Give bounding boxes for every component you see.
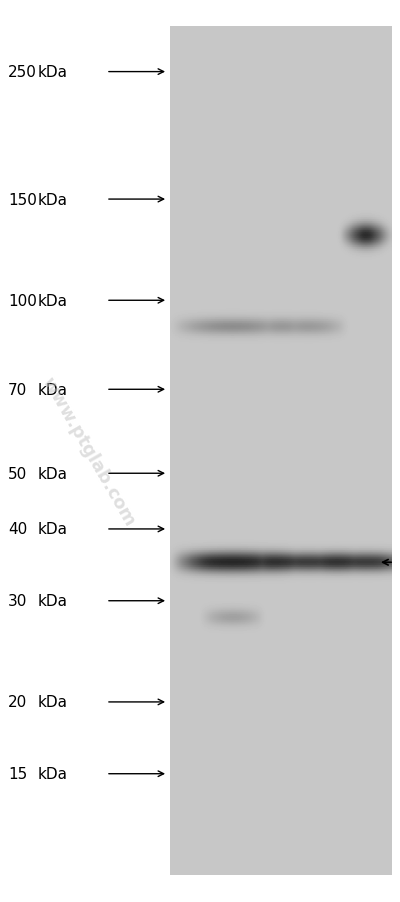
Text: kDa: kDa (38, 594, 68, 609)
Text: 15: 15 (8, 767, 27, 781)
Text: 100: 100 (8, 293, 37, 308)
Text: 30: 30 (8, 594, 27, 609)
Text: kDa: kDa (38, 695, 68, 710)
Text: 250: 250 (8, 65, 37, 80)
Text: kDa: kDa (38, 293, 68, 308)
Text: 150: 150 (8, 192, 37, 207)
Text: kDa: kDa (38, 522, 68, 537)
Text: 20: 20 (8, 695, 27, 710)
Text: kDa: kDa (38, 382, 68, 398)
Text: 50: 50 (8, 466, 27, 482)
Text: kDa: kDa (38, 767, 68, 781)
Text: kDa: kDa (38, 65, 68, 80)
Text: 70: 70 (8, 382, 27, 398)
Bar (170, 27, 392, 875)
Text: 40: 40 (8, 522, 27, 537)
Text: www.ptglab.com: www.ptglab.com (38, 373, 138, 529)
Text: kDa: kDa (38, 466, 68, 482)
Text: kDa: kDa (38, 192, 68, 207)
